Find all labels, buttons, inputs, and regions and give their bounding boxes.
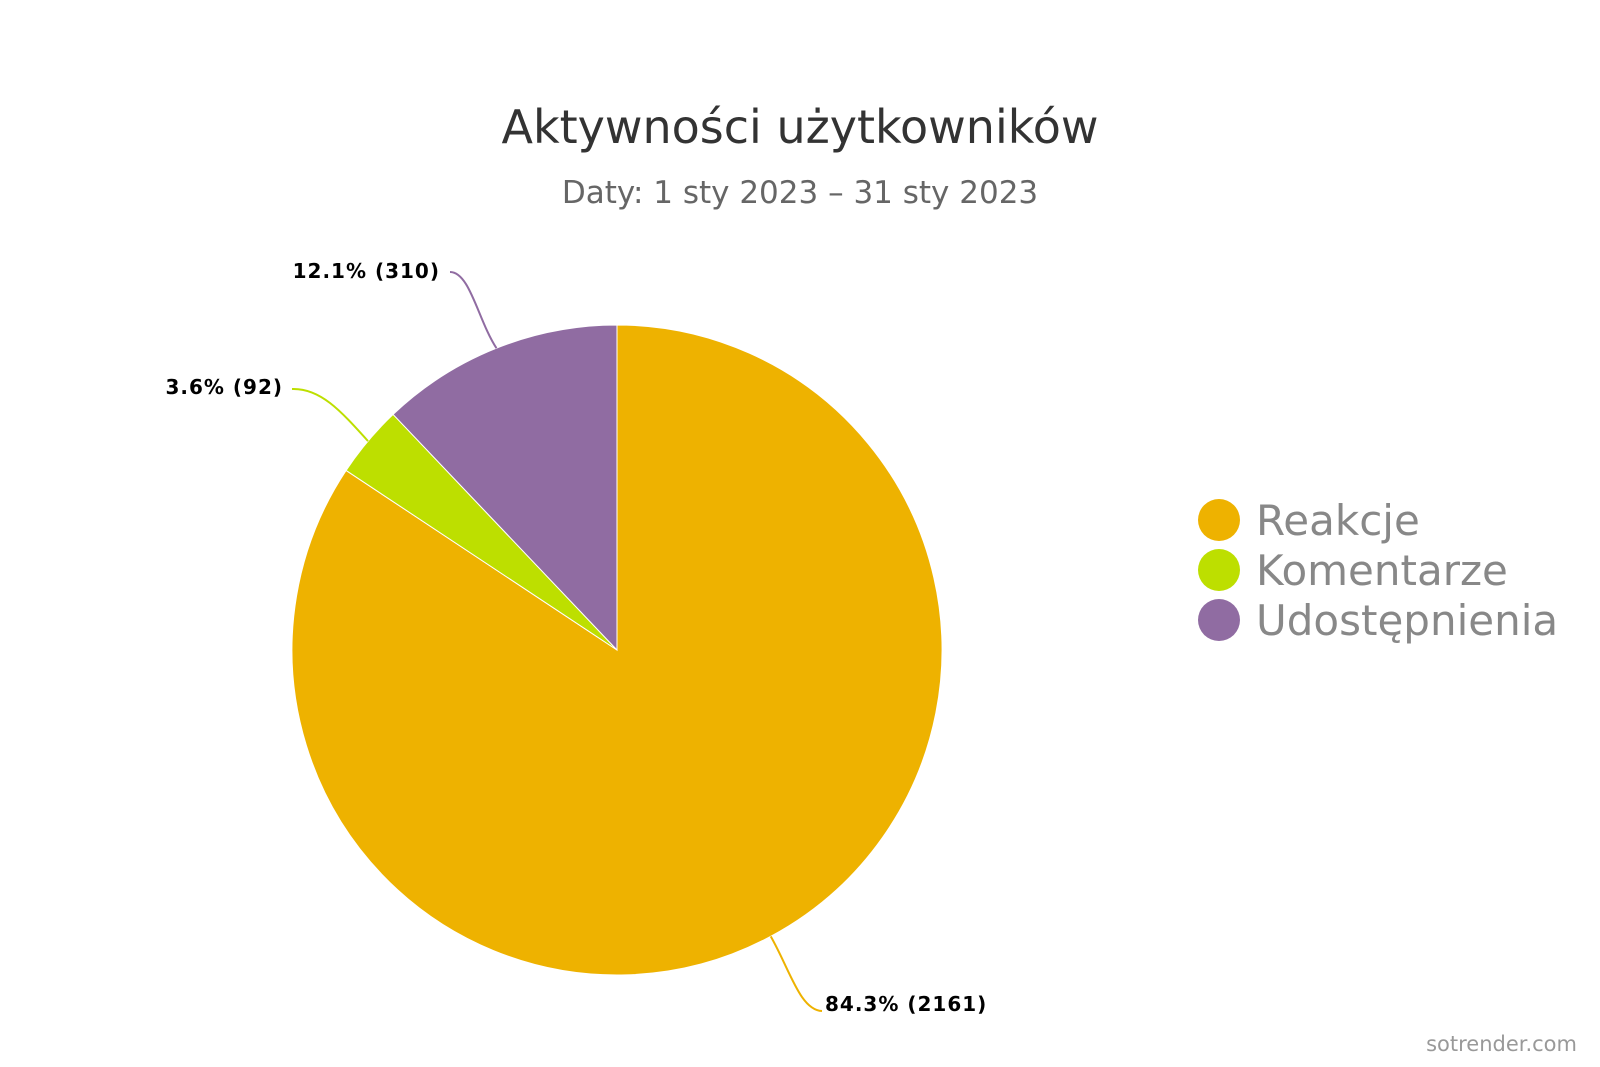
connector-udostepnienia — [449, 271, 498, 349]
legend-marker-udostepnienia — [1198, 599, 1240, 641]
connector-komentarze — [291, 387, 369, 442]
legend-item-reakcje[interactable]: Reakcje — [1198, 496, 1420, 545]
legend-item-komentarze[interactable]: Komentarze — [1198, 546, 1508, 595]
pie-slices — [291, 324, 943, 976]
legend-label-komentarze: Komentarze — [1256, 546, 1508, 595]
credit-text[interactable]: sotrender.com — [1426, 1032, 1577, 1056]
data-label-udostepnienia: 12.1% (310) — [293, 259, 440, 283]
chart-title: Aktywności użytkowników — [502, 100, 1099, 154]
legend-label-reakcje: Reakcje — [1256, 496, 1420, 545]
connector-reakcje — [769, 935, 823, 1012]
legend-marker-komentarze — [1198, 549, 1240, 591]
label-connectors — [291, 271, 823, 1012]
chart-subtitle: Daty: 1 sty 2023 – 31 sty 2023 — [562, 175, 1038, 211]
data-label-reakcje: 84.3% (2161) — [825, 992, 987, 1016]
legend-marker-reakcje — [1198, 499, 1240, 541]
legend-item-udostepnienia[interactable]: Udostępnienia — [1198, 596, 1558, 645]
legend-label-udostepnienia: Udostępnienia — [1256, 596, 1558, 645]
pie-slice-udostepnienia[interactable] — [392, 324, 618, 652]
data-label-komentarze: 3.6% (92) — [165, 375, 283, 399]
data-labels: 84.3% (2161) 3.6% (92) 12.1% (310) — [165, 259, 987, 1016]
